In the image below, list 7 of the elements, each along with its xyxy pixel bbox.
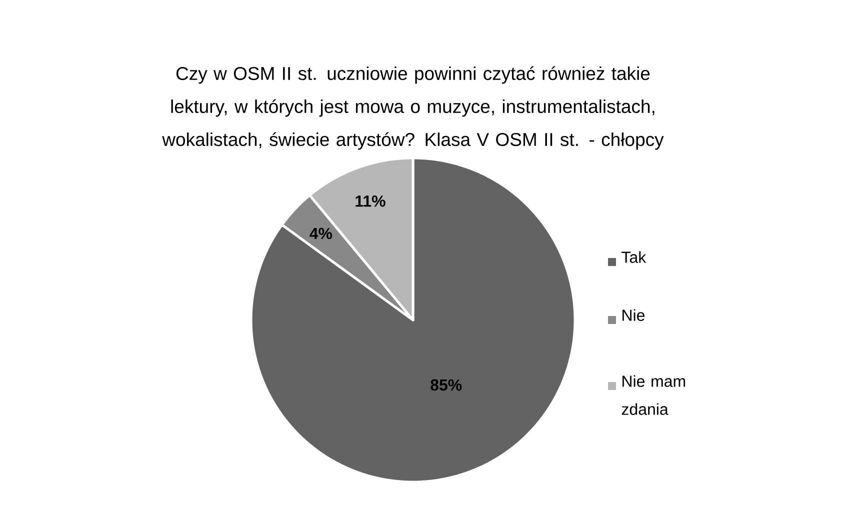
- chart-title: Czy w OSM II st. uczniowie powinni czytać również takie lektury, w których jest mowa o muzyce, instrumentalistach, wokalistach, świecie artystów? Klasa V OSM II st. - chłopcy: [162, 66, 664, 150]
- legend-label: Nie mam zdania: [622, 375, 686, 415]
- legend-label: Tak: [622, 251, 646, 263]
- data-label: 85%: [430, 379, 462, 391]
- legend-label: Nie: [622, 309, 645, 321]
- data-label: 11%: [356, 195, 386, 207]
- data-label: 4%: [310, 228, 332, 240]
